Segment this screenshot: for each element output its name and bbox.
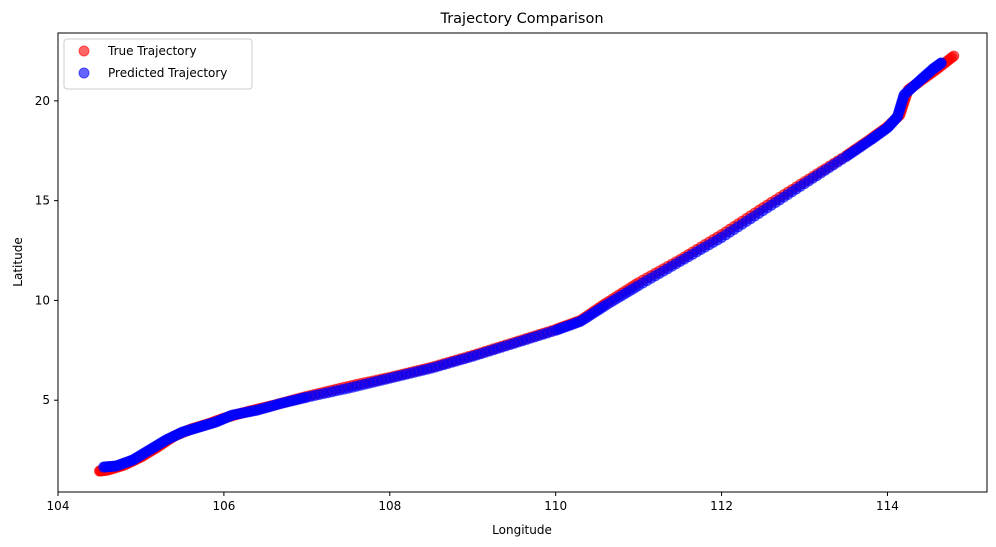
legend-marker-true [78,45,90,57]
chart-title: Trajectory Comparison [439,11,603,27]
plot-area [93,50,960,477]
x-tick-label: 104 [47,499,70,513]
legend-box [63,38,253,90]
y-tick-label: 5 [42,393,50,407]
data-point [935,57,947,69]
x-axis-label: Longitude [492,523,552,537]
y-axis-label: Latitude [11,237,25,286]
x-tick-label: 106 [212,499,235,513]
plot-frame [57,32,988,493]
x-axis-ticks: 104 106 108 110 112 114 [47,492,899,513]
y-axis-ticks: 5 10 15 20 [35,94,58,407]
legend-marker-predicted [78,67,90,79]
series-predicted-trajectory [98,57,947,473]
legend: True Trajectory Predicted Trajectory [63,38,253,90]
x-tick-label: 114 [876,499,899,513]
x-tick-label: 112 [710,499,733,513]
x-tick-label: 108 [378,499,401,513]
legend-label-predicted: Predicted Trajectory [108,66,227,80]
y-tick-label: 15 [35,194,50,208]
data-point [948,50,960,62]
y-tick-label: 20 [35,94,50,108]
legend-label-true: True Trajectory [107,44,197,58]
y-tick-label: 10 [35,293,50,307]
x-tick-label: 110 [544,499,567,513]
